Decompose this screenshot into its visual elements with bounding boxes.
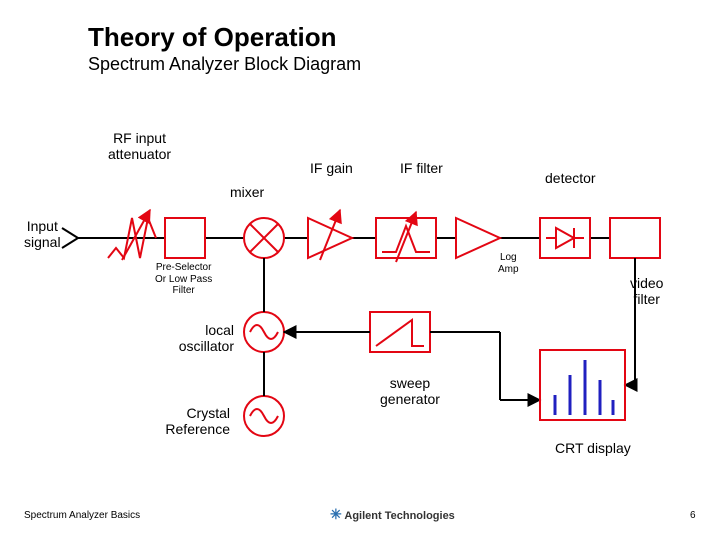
rf-attenuator-icon <box>108 210 156 260</box>
crystal-reference-block <box>244 396 284 436</box>
local-oscillator-block <box>244 312 284 352</box>
detector-block <box>540 218 590 258</box>
footer-page-number: 6 <box>690 510 696 521</box>
if-gain-block <box>308 210 352 260</box>
footer-left: Spectrum Analyzer Basics <box>24 510 140 521</box>
video-filter-block <box>610 218 660 258</box>
logo-spark-icon: ✳ <box>330 506 342 522</box>
footer-logo: ✳ Agilent Technologies <box>330 506 455 523</box>
if-filter-block <box>376 212 436 262</box>
log-amp-block <box>456 218 500 258</box>
preselector-block <box>165 218 205 258</box>
sweep-generator-block <box>370 312 430 352</box>
block-diagram <box>0 0 720 540</box>
mixer-block <box>244 218 284 258</box>
crt-display-block <box>540 350 625 420</box>
input-port-icon <box>62 228 96 248</box>
